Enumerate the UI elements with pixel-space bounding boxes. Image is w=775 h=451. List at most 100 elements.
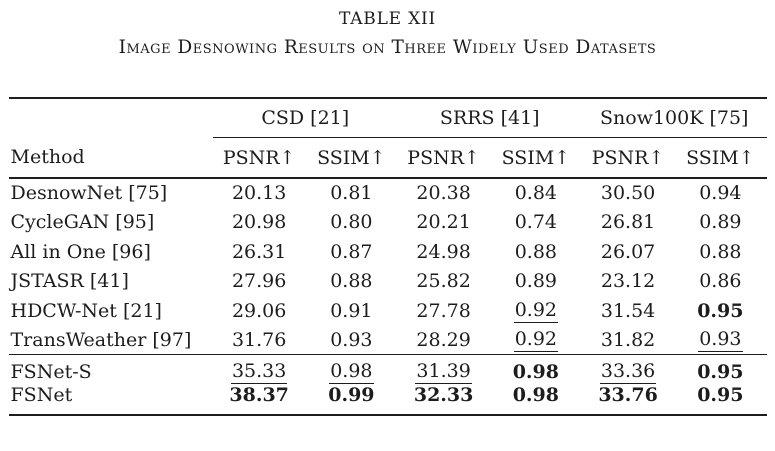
value-text: 0.80 — [330, 211, 373, 234]
value-cell: 28.29 — [397, 325, 490, 356]
value-cell: 0.81 — [305, 178, 397, 208]
value-text: 35.33 — [230, 360, 288, 385]
value-text: 23.12 — [600, 270, 656, 293]
table-row: FSNet 38.37 0.99 32.33 0.98 33.76 0.95 — [9, 384, 767, 415]
method-cell: FSNet — [10, 384, 73, 407]
psnr-column-header: PSNR↑ — [581, 137, 675, 179]
value-text: 33.36 — [599, 360, 657, 385]
table-row: JSTASR [41] 27.96 0.88 25.82 0.89 23.12 0.86 — [9, 266, 767, 296]
value-cell: 29.06 — [213, 296, 305, 326]
metric-header-row: Method PSNR↑ SSIM↑ PSNR↑ SSIM↑ PSNR↑ SSI… — [8, 137, 767, 179]
table-row: CycleGAN [95] 20.98 0.80 20.21 0.74 26.81 0.89 — [9, 207, 767, 237]
value-text: 0.99 — [328, 384, 375, 407]
value-cell: 32.33 — [398, 384, 490, 415]
table-row: HDCW-Net [21] 29.06 0.91 27.78 0.92 31.54 0.95 — [9, 296, 767, 326]
value-cell: 0.91 — [305, 296, 397, 326]
value-cell: 0.84 — [490, 178, 582, 208]
value-text: 0.81 — [330, 182, 373, 205]
value-cell: 0.98 — [490, 355, 582, 384]
method-cell: HDCW-Net [21] — [10, 299, 162, 322]
value-cell: 0.92 — [489, 325, 582, 356]
table-caption-label: TABLE XII — [338, 9, 436, 29]
value-text: 31.39 — [415, 360, 472, 385]
value-cell: 35.33 — [213, 355, 305, 385]
value-cell: 31.82 — [581, 325, 675, 356]
value-text: 0.94 — [699, 182, 742, 205]
dataset-group-header-row: CSD [21] SRRS [41] Snow100K [75] — [9, 97, 767, 139]
value-text: 0.98 — [512, 361, 559, 384]
value-cell: 0.98 — [490, 384, 582, 415]
value-cell: 0.93 — [305, 325, 398, 356]
psnr-column-header: PSNR↑ — [213, 137, 306, 179]
value-cell: 0.87 — [305, 237, 397, 267]
value-text: 26.31 — [231, 240, 287, 263]
value-text: 20.13 — [231, 182, 287, 205]
group-header-srrs: SRRS [41] — [397, 97, 582, 139]
table-row: TransWeather [97] 31.76 0.93 28.29 0.92 31.82… — [8, 325, 767, 356]
value-text: 0.88 — [699, 240, 742, 263]
value-text: 26.81 — [600, 211, 656, 234]
value-text: 0.87 — [330, 240, 373, 263]
value-text: 31.54 — [600, 299, 656, 322]
value-cell: 25.82 — [398, 266, 490, 296]
value-text: 25.82 — [416, 270, 471, 293]
value-cell: 38.37 — [213, 384, 305, 415]
value-text: 0.88 — [514, 240, 557, 263]
value-cell: 0.86 — [674, 266, 766, 296]
value-cell: 30.50 — [582, 178, 674, 208]
table-caption-title: Image Desnowing Results on Three Widely … — [118, 36, 657, 58]
value-cell: 0.99 — [305, 384, 397, 415]
method-cell: TransWeather [97] — [8, 325, 214, 356]
value-cell: 0.89 — [490, 266, 582, 296]
value-text: 0.89 — [514, 270, 557, 293]
value-text: 0.92 — [513, 298, 558, 323]
value-text: 0.92 — [513, 327, 558, 352]
value-cell: 0.80 — [305, 207, 397, 237]
value-text: 24.98 — [416, 240, 471, 263]
comparison-methods-body: DesnowNet [75] 20.13 0.81 20.38 0.84 30.50 0.9… — [8, 178, 767, 356]
value-text: 0.86 — [699, 270, 742, 293]
value-cell: 0.98 — [305, 355, 397, 385]
value-text: 27.96 — [231, 270, 287, 293]
method-cell: FSNet-S — [10, 361, 92, 384]
value-cell: 26.31 — [213, 237, 305, 267]
group-header-snow100k: Snow100K [75] — [581, 97, 767, 139]
value-cell: 0.95 — [674, 296, 766, 326]
group-header-csd: CSD [21] — [213, 97, 398, 139]
value-text: 31.76 — [231, 328, 287, 351]
group-header-spacer — [9, 98, 214, 138]
value-text: 29.06 — [231, 299, 287, 322]
value-text: 0.91 — [330, 299, 373, 322]
value-text: 20.21 — [416, 211, 471, 234]
value-cell: 0.88 — [490, 237, 582, 267]
proposed-methods-body: FSNet-S 35.33 0.98 31.39 0.98 33.36 0.95 FSNet 3… — [9, 355, 767, 415]
value-text: 27.78 — [416, 299, 471, 322]
value-cell: 23.12 — [582, 266, 674, 296]
value-text: 0.95 — [697, 299, 744, 322]
value-cell: 0.92 — [490, 296, 582, 326]
method-cell: JSTASR [41] — [10, 270, 129, 293]
ssim-column-header: SSIM↑ — [674, 137, 767, 179]
psnr-column-header: PSNR↑ — [397, 137, 490, 179]
value-text: 0.93 — [698, 327, 743, 352]
value-cell: 0.94 — [674, 178, 766, 208]
value-cell: 26.81 — [582, 207, 674, 237]
value-cell: 27.96 — [213, 266, 305, 296]
value-cell: 0.88 — [305, 266, 397, 296]
value-text: 38.37 — [229, 384, 289, 407]
value-text: 20.38 — [416, 182, 471, 205]
table-row: FSNet-S 35.33 0.98 31.39 0.98 33.36 0.95 — [9, 355, 767, 385]
value-cell: 33.76 — [582, 384, 674, 415]
value-cell: 31.54 — [582, 296, 674, 326]
value-cell: 20.21 — [398, 207, 490, 237]
value-text: 0.95 — [697, 361, 744, 384]
value-cell: 0.95 — [674, 384, 766, 415]
table-row: DesnowNet [75] 20.13 0.81 20.38 0.84 30.50 0.9… — [9, 178, 767, 208]
value-cell: 27.78 — [398, 296, 490, 326]
value-cell: 33.36 — [582, 355, 674, 385]
value-text: 20.98 — [231, 211, 287, 234]
value-text: 0.93 — [330, 328, 373, 351]
value-text: 0.84 — [514, 182, 557, 205]
value-text: 0.98 — [512, 384, 559, 407]
